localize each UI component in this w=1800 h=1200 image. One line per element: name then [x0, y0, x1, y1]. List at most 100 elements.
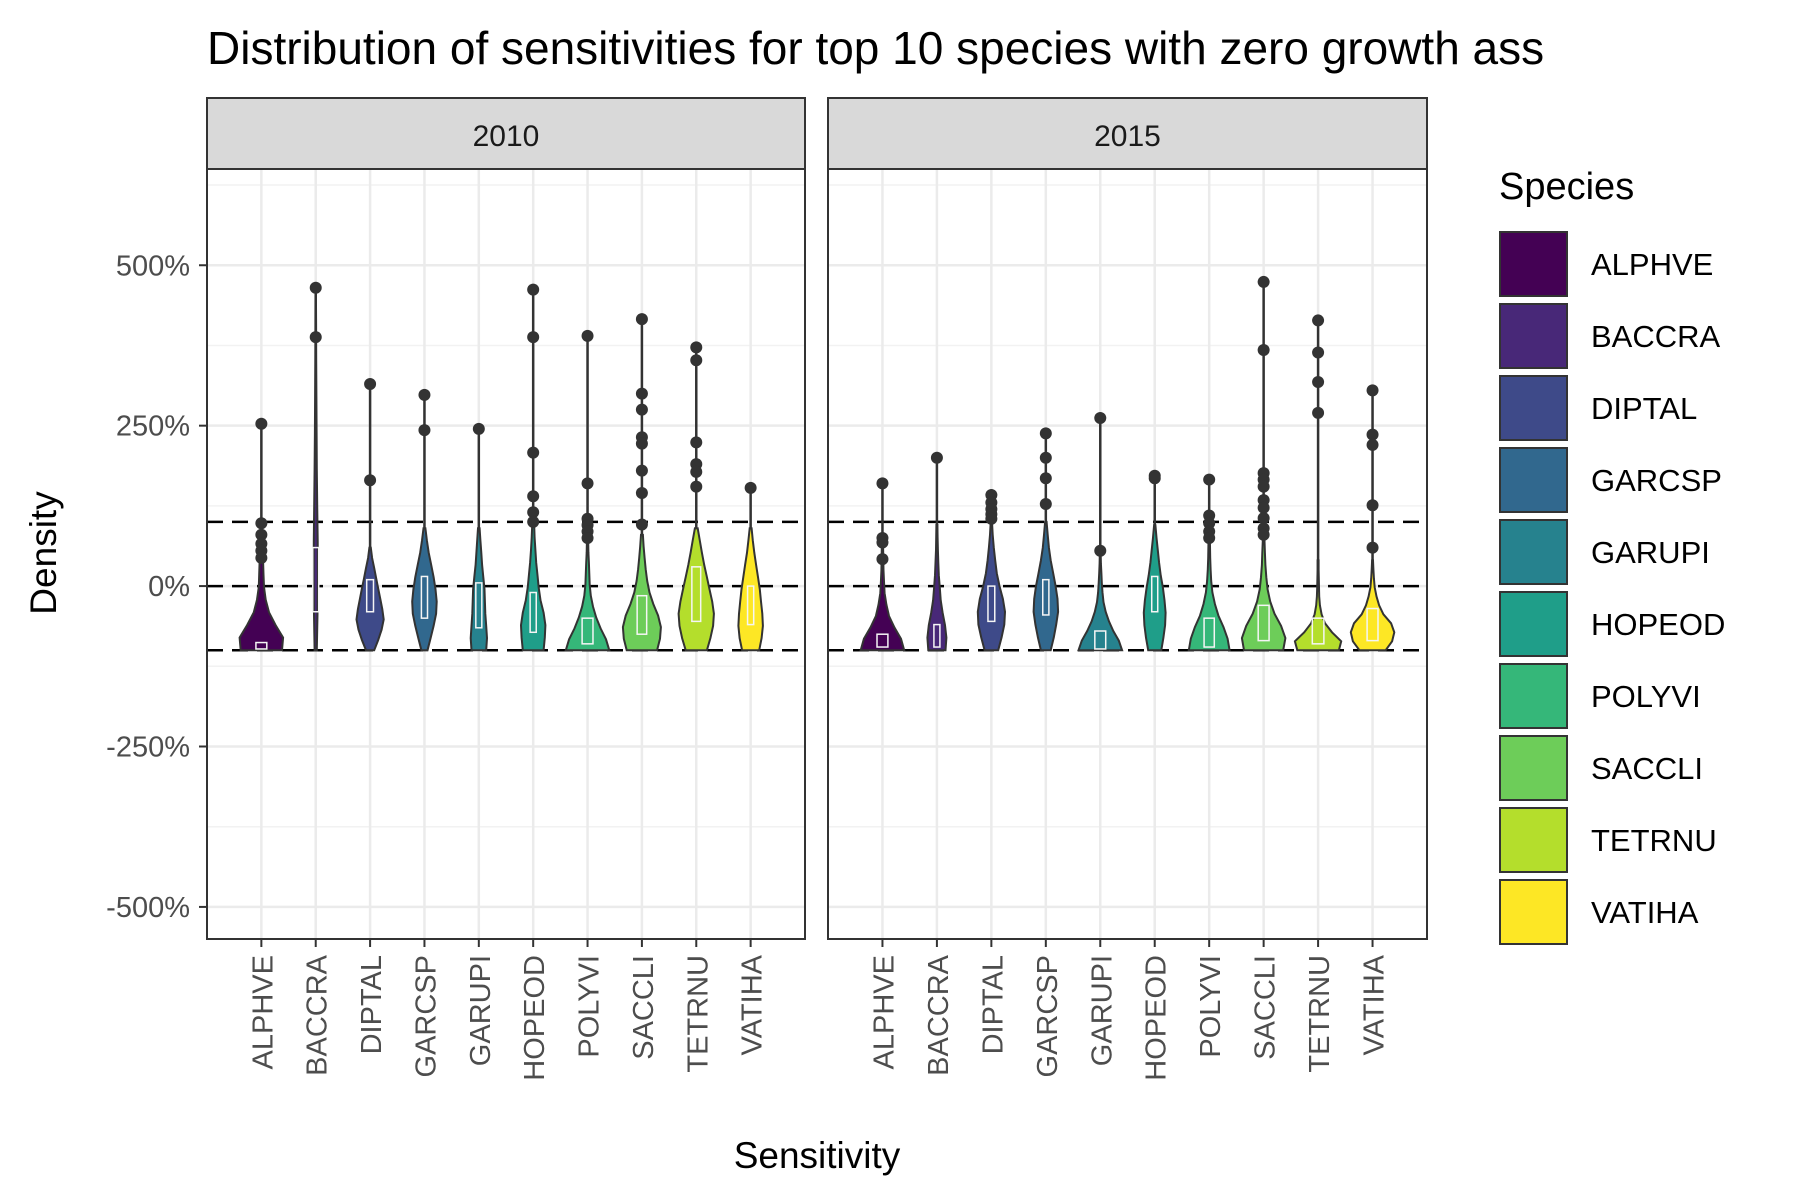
panel-border [206, 168, 806, 940]
outlier-point [1366, 499, 1379, 512]
legend-swatch [1499, 591, 1568, 657]
legend-label: GARCSP [1591, 463, 1722, 498]
outlier-point [1312, 314, 1325, 327]
violin-GARCSP-2010 [411, 388, 438, 652]
x-tick-label: SACCLI [628, 955, 660, 1060]
outlier-point [255, 551, 268, 564]
outlier-point [635, 487, 648, 500]
outlier-point [472, 422, 485, 435]
box [987, 585, 996, 623]
legend-item-GARCSP: GARCSP [1499, 447, 1722, 513]
outlier-point [527, 331, 540, 344]
outlier-point [1148, 472, 1161, 485]
x-tick-label: TETRNU [682, 955, 714, 1073]
outlier-point [690, 436, 703, 449]
chart-title: Distribution of sensitivities for top 10… [207, 22, 1545, 74]
outlier-point [309, 281, 322, 294]
x-tick-label: DIPTAL [356, 955, 388, 1054]
outlier-point [527, 490, 540, 503]
legend-label: BACCRA [1591, 319, 1721, 354]
outlier-point [418, 424, 431, 437]
x-tick-label: POLYVI [574, 955, 606, 1058]
outlier-point [635, 437, 648, 450]
violin-GARUPI-2015 [1077, 411, 1124, 652]
outlier-point [255, 517, 268, 530]
outlier-point [1366, 541, 1379, 554]
outlier-point [527, 283, 540, 296]
outlier-point [690, 465, 703, 478]
box [1366, 607, 1379, 642]
box [311, 546, 320, 613]
outlier-point [1039, 451, 1052, 464]
violin-DIPTAL-2015 [976, 488, 1007, 652]
x-tick-label: BACCRA [302, 954, 334, 1076]
outlier-point [1312, 346, 1325, 359]
outlier-point [581, 531, 594, 544]
violin-SACCLI-2015 [1240, 275, 1287, 652]
y-tick-label: -500% [106, 892, 190, 924]
violin-body [677, 527, 715, 652]
box [529, 591, 537, 634]
outlier-point [1257, 512, 1270, 525]
violin-body [355, 546, 385, 652]
y-tick-label: 250% [116, 411, 190, 443]
box [1150, 575, 1159, 613]
legend: Species ALPHVE BACCRA DIPTAL GARCSP GARUPI HOP… [1499, 166, 1725, 945]
outlier-point [1257, 480, 1270, 493]
outlier-point [876, 553, 889, 566]
legend-item-POLYVI: POLYVI [1499, 663, 1701, 729]
violin-VATIHA-2010 [737, 481, 764, 652]
outlier-point [635, 518, 648, 531]
legend-swatch [1499, 447, 1568, 513]
facet-panel-2010: 2010 ALPHVE BACCRA DIPTAL GARCSP GARUPI HOPEOD… [206, 97, 806, 1081]
outlier-point [1094, 544, 1107, 557]
outlier-point [1257, 275, 1270, 288]
legend-label: ALPHVE [1591, 247, 1713, 282]
outlier-point [635, 403, 648, 416]
outlier-point [1094, 411, 1107, 424]
outlier-point [1203, 531, 1216, 544]
violin-body [1032, 520, 1060, 652]
outlier-point [635, 313, 648, 326]
legend-swatch [1499, 735, 1568, 801]
legend-title: Species [1499, 166, 1634, 208]
outlier-point [690, 354, 703, 367]
violin-HOPEOD-2015 [1142, 469, 1167, 652]
violin-body [411, 527, 438, 652]
violin-ALPHVE-2010 [238, 417, 285, 652]
box [255, 641, 268, 650]
x-tick-label: ALPHVE [247, 955, 279, 1069]
legend-label: VATIHA [1591, 895, 1699, 930]
panel-background [828, 169, 1427, 939]
violin-body [1293, 559, 1343, 652]
outlier-point [255, 528, 268, 541]
violin-POLYVI-2015 [1187, 473, 1231, 652]
outlier-point [527, 506, 540, 519]
facet-panel-2015: 2015 ALPHVE BACCRA DIPTAL GARCSP GARUPI HOPEOD… [827, 97, 1428, 1081]
outlier-point [876, 477, 889, 490]
legend-label: TETRNU [1591, 823, 1717, 858]
facet-strip-label: 2010 [473, 120, 540, 153]
y-axis-title: Density [23, 491, 64, 615]
outlier-point [985, 512, 998, 525]
facet-panels: 2010 ALPHVE BACCRA DIPTAL GARCSP GARUPI HOPEOD… [206, 97, 1428, 1081]
x-tick-label: VATIHA [1359, 954, 1391, 1055]
violin-GARUPI-2010 [469, 422, 489, 652]
violin-DIPTAL-2010 [355, 377, 385, 652]
outlier-point [690, 341, 703, 354]
outlier-point [1203, 517, 1216, 530]
outlier-point [527, 446, 540, 459]
x-tick-label: GARUPI [465, 955, 497, 1066]
outlier-point [1039, 427, 1052, 440]
violin-body [926, 524, 948, 652]
violin-TETRNU-2015 [1293, 314, 1343, 652]
box [746, 585, 755, 626]
outlier-point [527, 515, 540, 528]
x-tick-label: GARUPI [1086, 955, 1118, 1066]
panel-background [207, 169, 805, 939]
box [1094, 630, 1107, 650]
violin-TETRNU-2010 [677, 341, 715, 652]
outlier-point [1039, 497, 1052, 510]
violin-body [621, 533, 662, 652]
facet-strip [827, 97, 1428, 170]
